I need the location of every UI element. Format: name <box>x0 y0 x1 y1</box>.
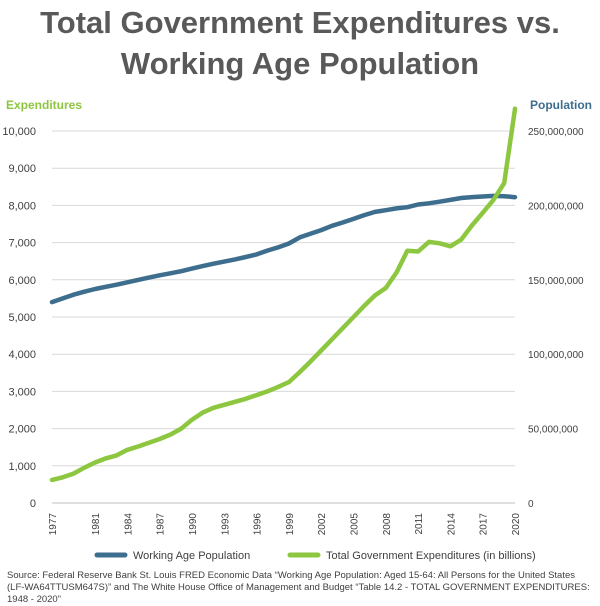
y-right-tick-label: 50,000,000 <box>528 425 578 436</box>
x-tick-label: 2014 <box>446 513 457 536</box>
x-tick-label: 1990 <box>188 513 199 536</box>
chart-svg: 0 1,000 2,000 3,000 4,000 5,000 6,000 7,000 8,00… <box>2 106 584 562</box>
y-left-tick-label: 9,000 <box>8 163 36 175</box>
x-tick-label: 2020 <box>511 513 522 536</box>
y-left-tick-label: 2,000 <box>8 424 36 436</box>
y-right-tick-label: 250,000,000 <box>528 127 584 138</box>
y-left-tick-label: 8,000 <box>8 200 36 212</box>
y-left-tick-label: 4,000 <box>8 349 36 361</box>
chart-title: Total Government Expenditures vs. Workin… <box>0 2 600 84</box>
x-tick-label: 2005 <box>349 513 360 536</box>
y-left-tick-label: 6,000 <box>8 275 36 287</box>
x-tick-label: 1977 <box>48 513 59 536</box>
chart-title-line-1: Total Government Expenditures vs. <box>40 5 560 40</box>
x-tick-label: 2011 <box>414 513 425 535</box>
y-right-tick-label: 0 <box>528 499 534 510</box>
y-right-tick-label: 200,000,000 <box>528 201 584 212</box>
population-series-line <box>49 193 518 305</box>
y-left-tick-label: 3,000 <box>8 386 36 398</box>
x-tick-label: 1984 <box>123 513 134 536</box>
right-axis-title: Population <box>530 98 592 112</box>
y-left-tick-label: 1,000 <box>8 461 36 473</box>
x-tick-label: 2008 <box>382 513 393 536</box>
y-right-tick-label: 150,000,000 <box>528 276 584 287</box>
x-tick-label: 1987 <box>156 513 167 536</box>
left-axis-title: Expenditures <box>6 98 83 112</box>
x-tick-label: 2002 <box>317 513 328 536</box>
y-left-tick-label: 10,000 <box>2 126 36 138</box>
y-left-tick-label: 0 <box>30 498 36 510</box>
y-left-tick-label: 5,000 <box>8 312 36 324</box>
x-tick-label: 1996 <box>253 513 264 536</box>
x-tick-label: 2017 <box>479 513 490 536</box>
legend-label: Total Government Expenditures (in billio… <box>326 550 536 562</box>
x-tick-label: 1993 <box>220 513 231 536</box>
x-tick-label: 1981 <box>91 513 102 536</box>
chart-title-line-2: Working Age Population <box>120 46 480 81</box>
expenditures-series-line <box>49 106 518 483</box>
x-tick-label: 1999 <box>285 513 296 536</box>
y-right-tick-label: 100,000,000 <box>528 350 584 361</box>
y-left-tick-label: 7,000 <box>8 238 36 250</box>
legend-label: Working Age Population <box>133 550 250 562</box>
source-note: Source: Federal Reserve Bank St. Louis F… <box>7 570 590 605</box>
